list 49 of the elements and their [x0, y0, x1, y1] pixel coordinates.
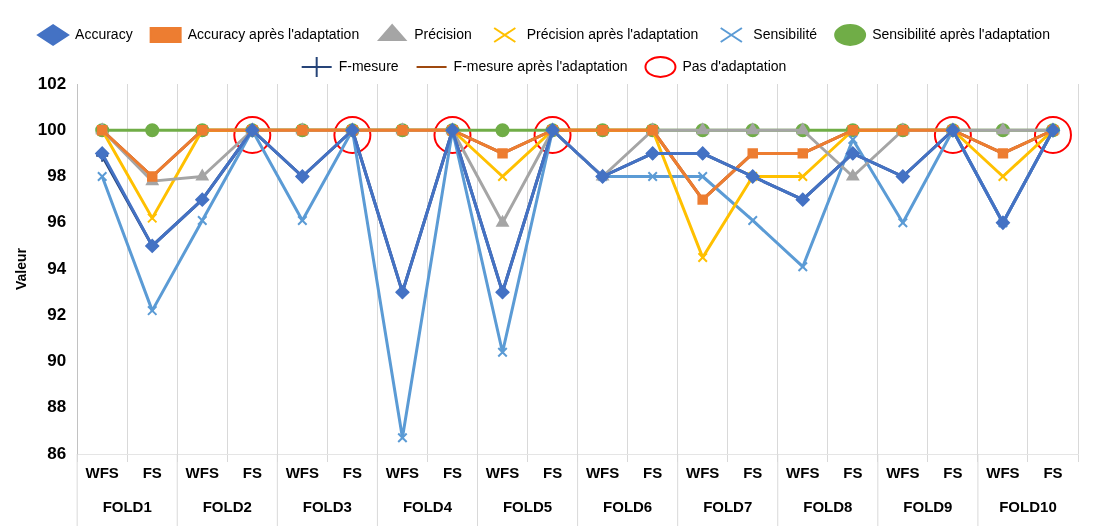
text: FOLD3 — [302, 498, 352, 516]
legend-label: Précision après l'adaptation — [526, 25, 699, 42]
x-tick-label: FS — [643, 464, 663, 482]
y-tick-label: 98 — [47, 166, 67, 186]
x-tick-label: FS — [943, 464, 963, 482]
legend-label: Sensibilité — [753, 25, 818, 42]
legend-label: F-mesure — [338, 57, 399, 74]
x-tick-label: WFS — [585, 464, 620, 482]
text: FOLD10 — [999, 498, 1057, 516]
legend-label: Accuracy — [75, 25, 133, 42]
y-tick-label: 102 — [37, 73, 67, 93]
x-tick-label: WFS — [986, 464, 1020, 482]
y-tick-label: 86 — [47, 443, 67, 463]
text: FOLD5 — [502, 498, 553, 516]
x-tick-label: WFS — [85, 464, 119, 482]
legend-label: F-mesure après l'adaptation — [453, 57, 628, 74]
text: FOLD7 — [703, 498, 753, 516]
x-tick-label: FS — [342, 464, 362, 482]
text: FOLD2 — [202, 498, 252, 516]
x-tick-label: WFS — [385, 464, 420, 482]
x-tick-label: WFS — [485, 464, 520, 482]
x-tick-label: WFS — [886, 464, 920, 482]
x-tick-label: FS — [442, 464, 463, 482]
x-tick-label: FS — [1043, 464, 1063, 482]
legend-label: Précision — [414, 25, 472, 42]
legend-label: Accuracy après l'adaptation — [187, 25, 360, 42]
legend-label: Sensibilité après l'adaptation — [872, 25, 1050, 42]
x-tick-label: FS — [743, 464, 763, 482]
x-tick-label: FS — [142, 464, 162, 482]
y-axis-title: Valeur — [13, 247, 30, 291]
legend-label: Pas d'adaptation — [682, 57, 787, 74]
y-tick-label: 92 — [47, 304, 67, 324]
y-tick-label: 100 — [37, 119, 67, 139]
text: FOLD6 — [603, 498, 653, 516]
text: FOLD4 — [402, 498, 453, 516]
y-tick-label: 88 — [47, 397, 67, 417]
x-tick-label: WFS — [686, 464, 720, 482]
text: FOLD9 — [903, 498, 953, 516]
y-tick-label: 94 — [47, 258, 67, 278]
y-tick-label: 90 — [47, 351, 67, 371]
y-tick-label: 96 — [47, 212, 67, 232]
x-tick-label: WFS — [185, 464, 219, 482]
text: FOLD1 — [102, 498, 152, 516]
x-tick-label: WFS — [285, 464, 320, 482]
text: FOLD8 — [803, 498, 853, 516]
x-tick-label: WFS — [786, 464, 820, 482]
x-tick-label: FS — [843, 464, 863, 482]
x-tick-label: FS — [542, 464, 563, 482]
x-tick-label: FS — [242, 464, 262, 482]
